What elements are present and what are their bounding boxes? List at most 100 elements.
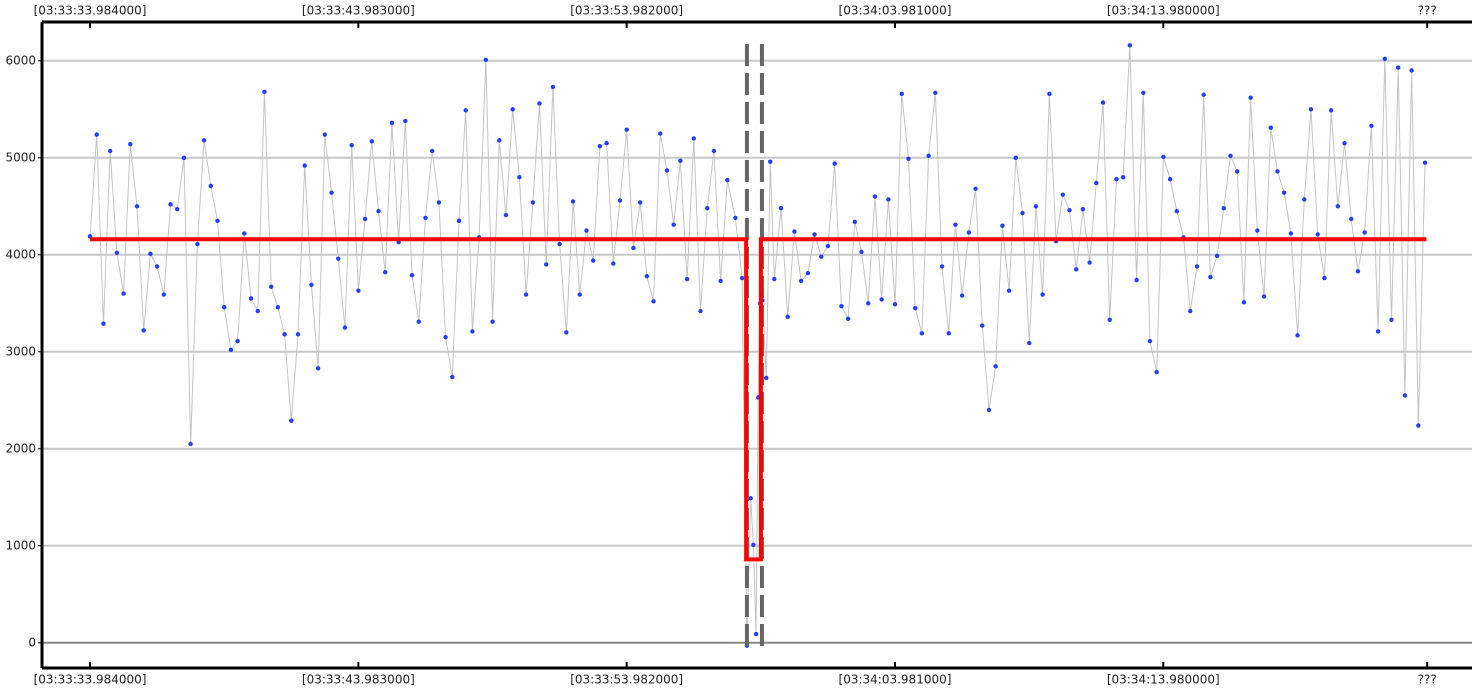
point [1094,180,1099,186]
point [1047,91,1052,96]
point [839,304,844,309]
point [1402,393,1408,398]
point [470,329,475,334]
series-line [89,45,1426,646]
y-tick-label: 2000 [5,441,36,455]
point [1409,68,1414,73]
point [242,231,247,236]
point [443,335,448,340]
point [141,328,146,333]
point [114,250,120,256]
point [530,200,535,205]
x-tick-label: [03:33:33.984000] [34,673,147,687]
point [510,107,515,112]
point [134,204,140,209]
point [154,264,160,269]
x-tick-label-top: [03:33:43.983000] [302,4,415,18]
point [1194,264,1200,269]
point [872,194,878,199]
x-tick-label: [03:33:43.983000] [302,673,415,687]
point [705,206,710,211]
point [1275,169,1280,174]
point [570,199,576,204]
point [1382,56,1387,62]
point [1288,231,1294,236]
point [121,291,126,296]
point [798,278,804,284]
point [490,319,495,324]
point [1241,300,1247,305]
y-tick-label: 6000 [5,53,36,67]
point [1114,176,1119,182]
point [879,297,884,302]
point [1295,333,1300,338]
point [611,261,616,266]
point [590,258,596,263]
point [617,198,623,203]
point [564,330,569,335]
point [557,241,562,247]
point [825,243,831,249]
point [383,270,388,275]
point [362,216,368,222]
point [1134,277,1139,283]
y-tick-label: 3000 [5,344,36,358]
point [1073,267,1079,272]
point [1362,230,1367,235]
point [631,245,636,251]
point [423,215,428,221]
x-tick-label: [03:34:03.981000] [839,673,952,687]
point [255,308,260,314]
point [1255,228,1260,233]
point [1308,107,1314,112]
point [933,90,938,96]
point [1154,369,1159,375]
x-tick-label-top: [03:34:13.980000] [1107,4,1220,18]
point [550,84,556,90]
point [1261,294,1267,299]
point [188,441,193,447]
x-tick-label-top: [03:33:53.982000] [570,4,683,18]
point [1167,176,1173,182]
point [275,304,281,310]
point [128,142,133,147]
point [792,229,797,234]
point [1355,269,1361,274]
point [778,206,784,211]
point [624,127,629,132]
point [289,418,294,423]
x-tick-label: ??? [1418,673,1437,687]
point [403,118,408,124]
point [1248,95,1253,100]
point [544,262,549,267]
point [753,631,759,637]
point [1268,125,1273,130]
point [966,230,972,235]
point [282,332,287,337]
point [577,292,582,297]
point [926,153,931,159]
point [215,218,220,224]
x-tick-label-top: [03:34:03.981000] [839,4,952,18]
point [919,331,925,336]
point [376,208,381,214]
point [819,254,824,259]
point [329,190,334,195]
point [181,155,187,160]
point [1281,190,1287,195]
point [1120,174,1126,180]
threshold-line [90,237,1427,562]
point [698,308,703,314]
point [1342,141,1347,146]
point [1087,260,1092,265]
point [222,304,227,310]
point [1328,108,1334,113]
point [939,264,945,269]
point [748,496,753,501]
point [1161,154,1166,160]
point [483,57,489,63]
point [1013,155,1019,160]
point [1147,338,1153,344]
point [664,168,670,173]
point [1020,210,1025,216]
